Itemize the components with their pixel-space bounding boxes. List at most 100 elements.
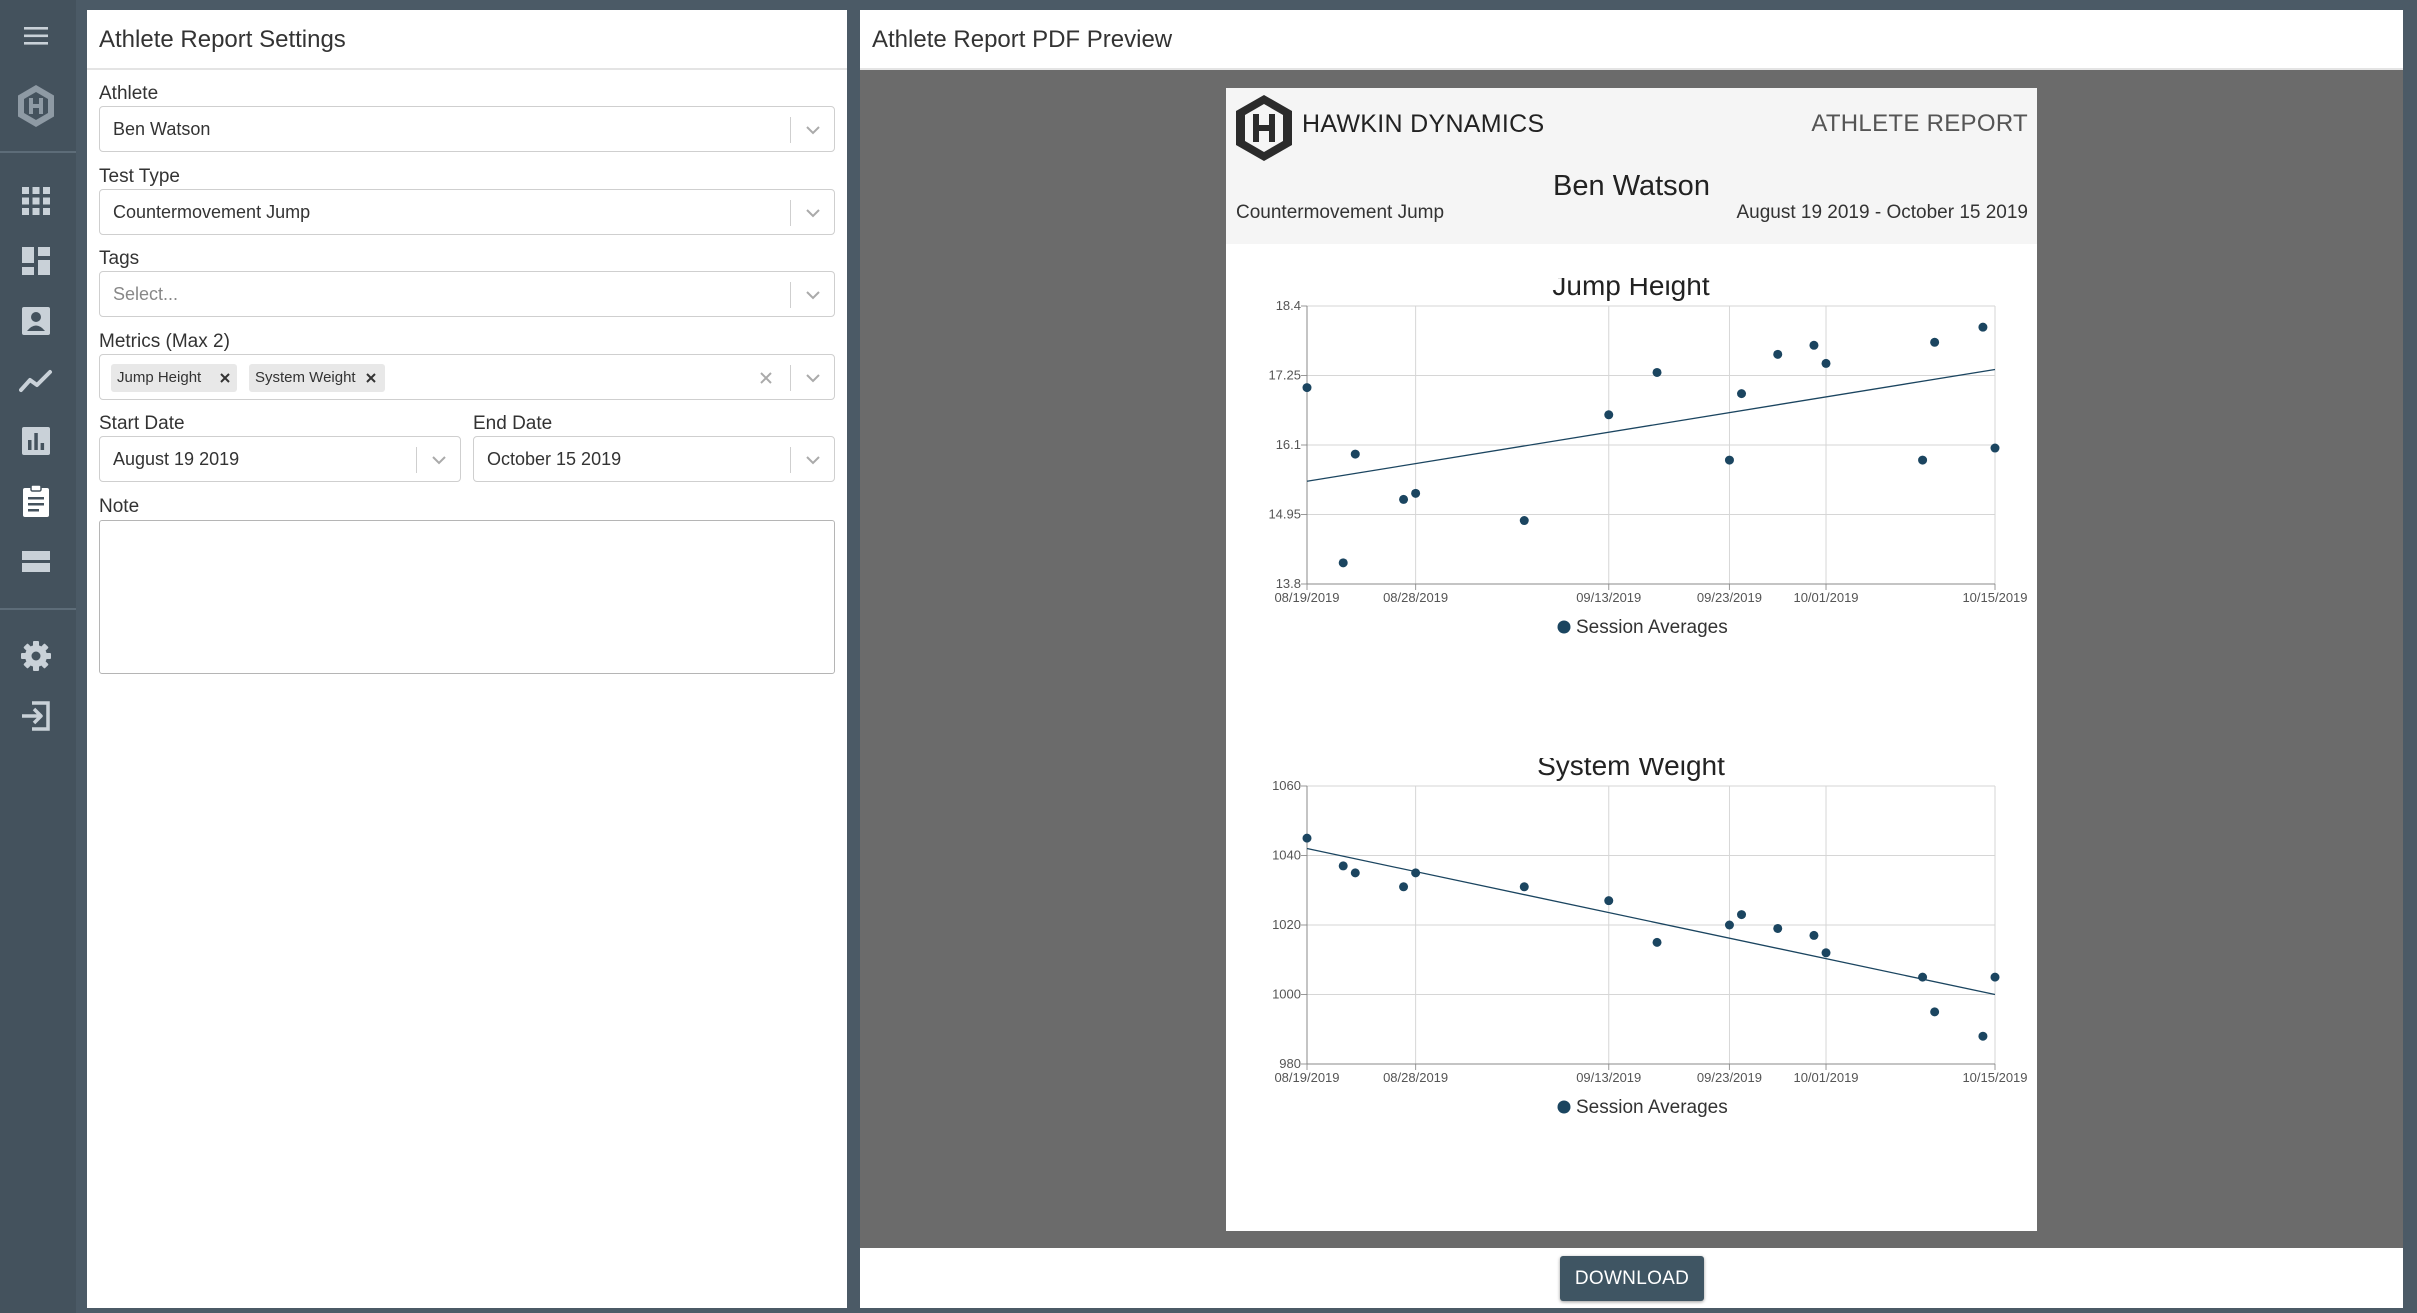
app-sidebar <box>0 0 76 1313</box>
data-point <box>1809 930 1819 940</box>
data-point <box>1302 383 1312 393</box>
data-point <box>1930 1007 1940 1017</box>
start-date-select[interactable]: August 19 2019 <box>99 436 461 482</box>
tags-select[interactable]: Select... <box>99 271 835 317</box>
chevron-down-icon[interactable] <box>803 203 823 223</box>
data-point <box>1399 494 1409 504</box>
brand-name: HAWKIN DYNAMICS <box>1302 110 1545 138</box>
clear-all-icon[interactable] <box>758 370 774 386</box>
data-point <box>1918 972 1928 982</box>
chart-title: Jump Height <box>1552 278 1709 301</box>
chevron-down-icon[interactable] <box>803 285 823 305</box>
data-point <box>1604 410 1614 420</box>
x-tick-label: 10/15/2019 <box>1962 590 2027 605</box>
x-tick-label: 08/28/2019 <box>1383 590 1448 605</box>
y-tick-label: 16.1 <box>1276 437 1301 452</box>
x-tick-label: 10/01/2019 <box>1793 1070 1858 1085</box>
data-point <box>1724 920 1734 930</box>
report-athlete-name: Ben Watson <box>1553 170 1710 202</box>
preview-title: Athlete Report PDF Preview <box>872 26 1173 53</box>
data-point <box>1338 861 1348 871</box>
y-tick-label: 1040 <box>1272 848 1301 863</box>
data-point <box>1399 882 1409 892</box>
tags-label: Tags <box>99 248 140 269</box>
legend-label: Session Averages <box>1576 1097 1728 1118</box>
report-settings-panel: Athlete Report Settings Athlete Ben Wats… <box>87 10 847 1308</box>
dashboard-icon[interactable] <box>16 241 56 281</box>
chevron-down-icon[interactable] <box>429 450 449 470</box>
data-point <box>1604 896 1614 906</box>
remove-tag-icon[interactable] <box>219 372 231 384</box>
trend-line <box>1306 847 1996 996</box>
metric-tag-jump-height: Jump Height <box>111 364 237 392</box>
athlete-label: Athlete <box>99 83 159 104</box>
chevron-down-icon[interactable] <box>803 450 823 470</box>
end-date-select[interactable]: October 15 2019 <box>473 436 835 482</box>
data-point <box>1809 340 1819 350</box>
data-point <box>1821 358 1831 368</box>
data-point <box>1918 455 1928 465</box>
test-type-value: Countermovement Jump <box>113 202 311 222</box>
chart-title: System Weight <box>1537 758 1725 781</box>
chevron-down-icon[interactable] <box>803 368 823 388</box>
data-point <box>1652 367 1662 377</box>
system-weight-chart: System Weight 1060 1040 1020 1000 98008/19/20… <box>1272 758 2027 1118</box>
test-type-select[interactable]: Countermovement Jump <box>99 189 835 235</box>
x-tick-label: 09/23/2019 <box>1697 590 1762 605</box>
legend-marker <box>1557 620 1571 634</box>
x-tick-label: 08/28/2019 <box>1383 1070 1448 1085</box>
chevron-down-icon[interactable] <box>803 120 823 140</box>
data-point <box>1652 937 1662 947</box>
note-textarea[interactable] <box>99 520 835 674</box>
trend-line <box>1306 368 1996 482</box>
athlete-value: Ben Watson <box>113 119 211 139</box>
bar-chart-icon[interactable] <box>16 421 56 461</box>
legend-label: Session Averages <box>1576 617 1728 638</box>
data-point <box>1930 337 1940 347</box>
logout-icon[interactable] <box>16 696 56 736</box>
x-tick-label: 09/13/2019 <box>1576 1070 1641 1085</box>
data-point <box>1978 322 1988 332</box>
trends-line-icon[interactable] <box>16 361 56 401</box>
athlete-select[interactable]: Ben Watson <box>99 106 835 152</box>
end-date-label: End Date <box>473 413 553 434</box>
y-tick-label: 17.25 <box>1268 368 1301 383</box>
tags-placeholder: Select... <box>113 284 179 304</box>
data-point <box>1350 449 1360 459</box>
start-date-label: Start Date <box>99 413 185 434</box>
settings-title: Athlete Report Settings <box>99 26 346 53</box>
data-point <box>1990 972 2000 982</box>
report-type-label: ATHLETE REPORT <box>1811 110 2028 137</box>
x-tick-label: 09/23/2019 <box>1697 1070 1762 1085</box>
data-point <box>1338 558 1348 568</box>
metrics-multiselect[interactable]: Jump Height System Weight <box>99 354 835 400</box>
report-document: HAWKIN DYNAMICS ATHLETE REPORT Ben Watso… <box>1226 88 2037 1231</box>
settings-header: Athlete Report Settings <box>87 10 847 70</box>
report-header: HAWKIN DYNAMICS ATHLETE REPORT Ben Watso… <box>1226 88 2037 244</box>
data-point <box>1350 868 1360 878</box>
y-tick-label: 1060 <box>1272 778 1301 793</box>
remove-tag-icon[interactable] <box>365 372 377 384</box>
data-point <box>1821 948 1831 958</box>
x-tick-label: 10/15/2019 <box>1962 1070 2027 1085</box>
settings-gear-icon[interactable] <box>16 636 56 676</box>
athlete-profile-icon[interactable] <box>16 301 56 341</box>
data-point <box>1519 516 1529 526</box>
report-clipboard-icon[interactable] <box>16 481 56 521</box>
hawkin-logo-icon[interactable] <box>16 85 56 127</box>
x-tick-label: 09/13/2019 <box>1576 590 1641 605</box>
data-point <box>1773 349 1783 359</box>
apps-grid-icon[interactable] <box>16 181 56 221</box>
menu-icon[interactable] <box>16 16 56 56</box>
y-tick-label: 14.95 <box>1268 507 1301 522</box>
metrics-label: Metrics (Max 2) <box>99 331 230 352</box>
x-tick-label: 10/01/2019 <box>1793 590 1858 605</box>
jump-height-chart: Jump Height 18.4 17.25 16.1 14.95 13.808/19/2… <box>1268 278 2027 638</box>
data-point <box>1724 455 1734 465</box>
x-tick-label: 08/19/2019 <box>1274 590 1339 605</box>
download-button[interactable]: DOWNLOAD <box>1560 1256 1704 1301</box>
data-point <box>1411 488 1421 498</box>
y-tick-label: 980 <box>1279 1056 1301 1071</box>
list-view-icon[interactable] <box>16 541 56 581</box>
data-point <box>1990 443 2000 453</box>
